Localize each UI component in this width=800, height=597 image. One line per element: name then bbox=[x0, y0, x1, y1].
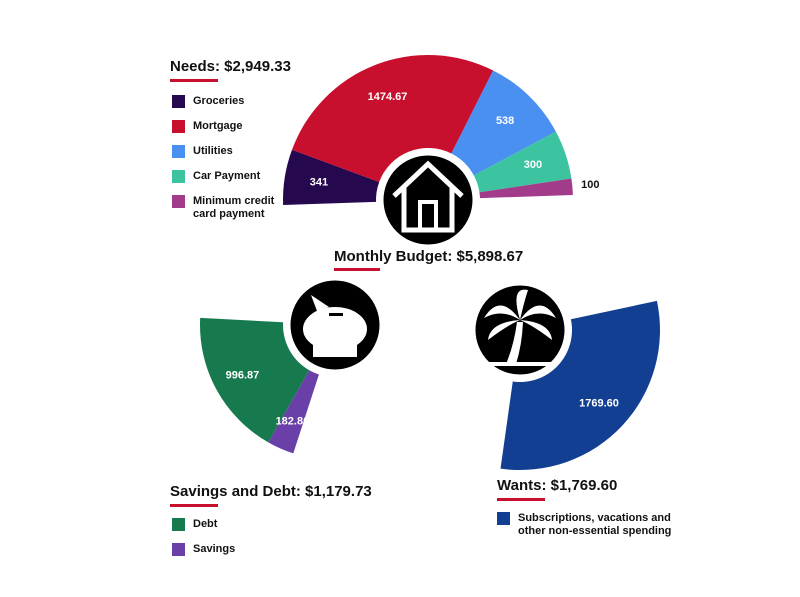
segment bbox=[451, 70, 556, 176]
value-label: 341 bbox=[310, 176, 328, 188]
segment bbox=[291, 55, 494, 182]
legend-label: Subscriptions, vacations and other non-e… bbox=[518, 512, 672, 537]
segment bbox=[200, 317, 310, 443]
underline bbox=[497, 498, 545, 501]
underline bbox=[170, 504, 218, 507]
legend-label: Minimum credit card payment bbox=[193, 195, 275, 220]
group-title: Wants: $1,769.60 bbox=[497, 477, 618, 494]
segment bbox=[283, 149, 380, 206]
value-label: 182.86 bbox=[276, 415, 310, 427]
legend-swatch bbox=[172, 170, 185, 183]
group-title: Needs: $2,949.33 bbox=[170, 58, 291, 75]
legend-label: Car Payment bbox=[193, 170, 261, 182]
segment bbox=[500, 300, 660, 471]
legend-item: Minimum credit card payment bbox=[172, 195, 282, 221]
legend-swatch bbox=[172, 518, 185, 531]
group-title: Savings and Debt: $1,179.73 bbox=[170, 483, 372, 500]
value-label: 100 bbox=[581, 179, 599, 191]
door-icon bbox=[418, 200, 438, 230]
legend-item: Groceries bbox=[172, 95, 282, 108]
ground bbox=[484, 362, 556, 366]
legend-item: Savings bbox=[172, 543, 292, 556]
value-label: 1474.67 bbox=[368, 91, 408, 103]
value-label: 300 bbox=[524, 159, 542, 171]
palm-icon bbox=[484, 289, 556, 364]
legend-swatch bbox=[172, 195, 185, 208]
legend-swatch bbox=[172, 95, 185, 108]
legend-item: Utilities bbox=[172, 145, 282, 158]
legend-label: Mortgage bbox=[193, 120, 243, 132]
legend-item: Car Payment bbox=[172, 170, 282, 183]
legend-swatch bbox=[497, 512, 510, 525]
underline bbox=[334, 268, 380, 271]
legend-item: Debt bbox=[172, 518, 292, 531]
segment bbox=[268, 370, 319, 454]
value-label: 538 bbox=[496, 115, 514, 127]
house-icon bbox=[392, 160, 464, 233]
segment bbox=[473, 131, 572, 193]
legend-swatch bbox=[172, 543, 185, 556]
segment bbox=[479, 178, 573, 199]
legend-swatch bbox=[172, 120, 185, 133]
piggy-slot bbox=[329, 313, 343, 316]
piggy-ear bbox=[311, 295, 329, 311]
chart-title: Monthly Budget: $5,898.67 bbox=[334, 248, 524, 265]
piggy-legs bbox=[313, 343, 357, 357]
underline bbox=[170, 79, 218, 82]
value-label: 996.87 bbox=[226, 370, 260, 382]
legend-label: Utilities bbox=[193, 145, 233, 157]
legend-label: Debt bbox=[193, 518, 218, 530]
legend-label: Groceries bbox=[193, 95, 245, 107]
legend-label: Savings bbox=[193, 543, 236, 555]
legend-item: Mortgage bbox=[172, 120, 282, 133]
legend-swatch bbox=[172, 145, 185, 158]
piggy-icon bbox=[303, 307, 367, 351]
value-label: 1769.60 bbox=[579, 398, 619, 410]
legend-item: Subscriptions, vacations and other non-e… bbox=[497, 512, 697, 538]
